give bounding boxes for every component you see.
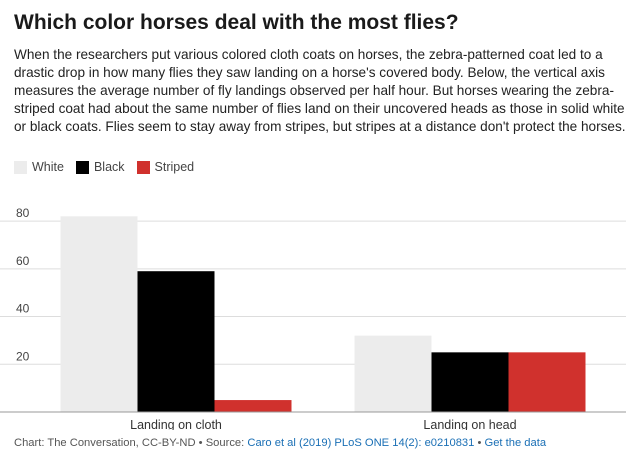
y-tick-label-40: 40 [16, 302, 30, 316]
bar-striped-head [508, 352, 586, 412]
chart-subtitle: When the researchers put various colored… [14, 47, 626, 134]
legend-swatch-white [14, 160, 27, 174]
bar-white-head [354, 335, 432, 412]
bar-white-cloth [60, 216, 138, 412]
y-tick-label-60: 60 [16, 254, 30, 268]
bar-striped-cloth [214, 400, 292, 412]
source-link[interactable]: Caro et al (2019) PLoS ONE 14(2): e02108… [247, 437, 475, 449]
legend-swatch-striped [136, 160, 150, 174]
x-category-label-cloth: Landing on cloth [130, 418, 222, 430]
legend-swatch-black [75, 160, 89, 174]
chart-title: Which color horses deal with the most fl… [14, 11, 459, 34]
x-category-label-head: Landing on head [423, 418, 516, 430]
y-tick-label-20: 20 [16, 349, 30, 363]
bar-black-head [431, 352, 509, 412]
get-the-data-link[interactable]: Get the data [484, 437, 547, 449]
footer-separator: • [474, 437, 485, 449]
bar-chart: 20 40 60 80 Landing on cloth Landing on head [0, 206, 626, 430]
legend-label-white: White [32, 160, 64, 174]
legend-label-black: Black [93, 160, 125, 174]
legend: White Black Striped [14, 160, 206, 174]
legend-label-striped: Striped [154, 160, 195, 174]
y-tick-label-80: 80 [16, 206, 30, 220]
legend-item-striped: Striped [136, 160, 195, 174]
chart-footer: Chart: The Conversation, CC-BY-ND • Sour… [14, 437, 546, 449]
bar-black-cloth [137, 271, 215, 412]
legend-item-black: Black [75, 160, 125, 174]
legend-item-white: White [14, 160, 64, 174]
footer-credit: Chart: The Conversation, CC-BY-ND • Sour… [14, 437, 248, 449]
